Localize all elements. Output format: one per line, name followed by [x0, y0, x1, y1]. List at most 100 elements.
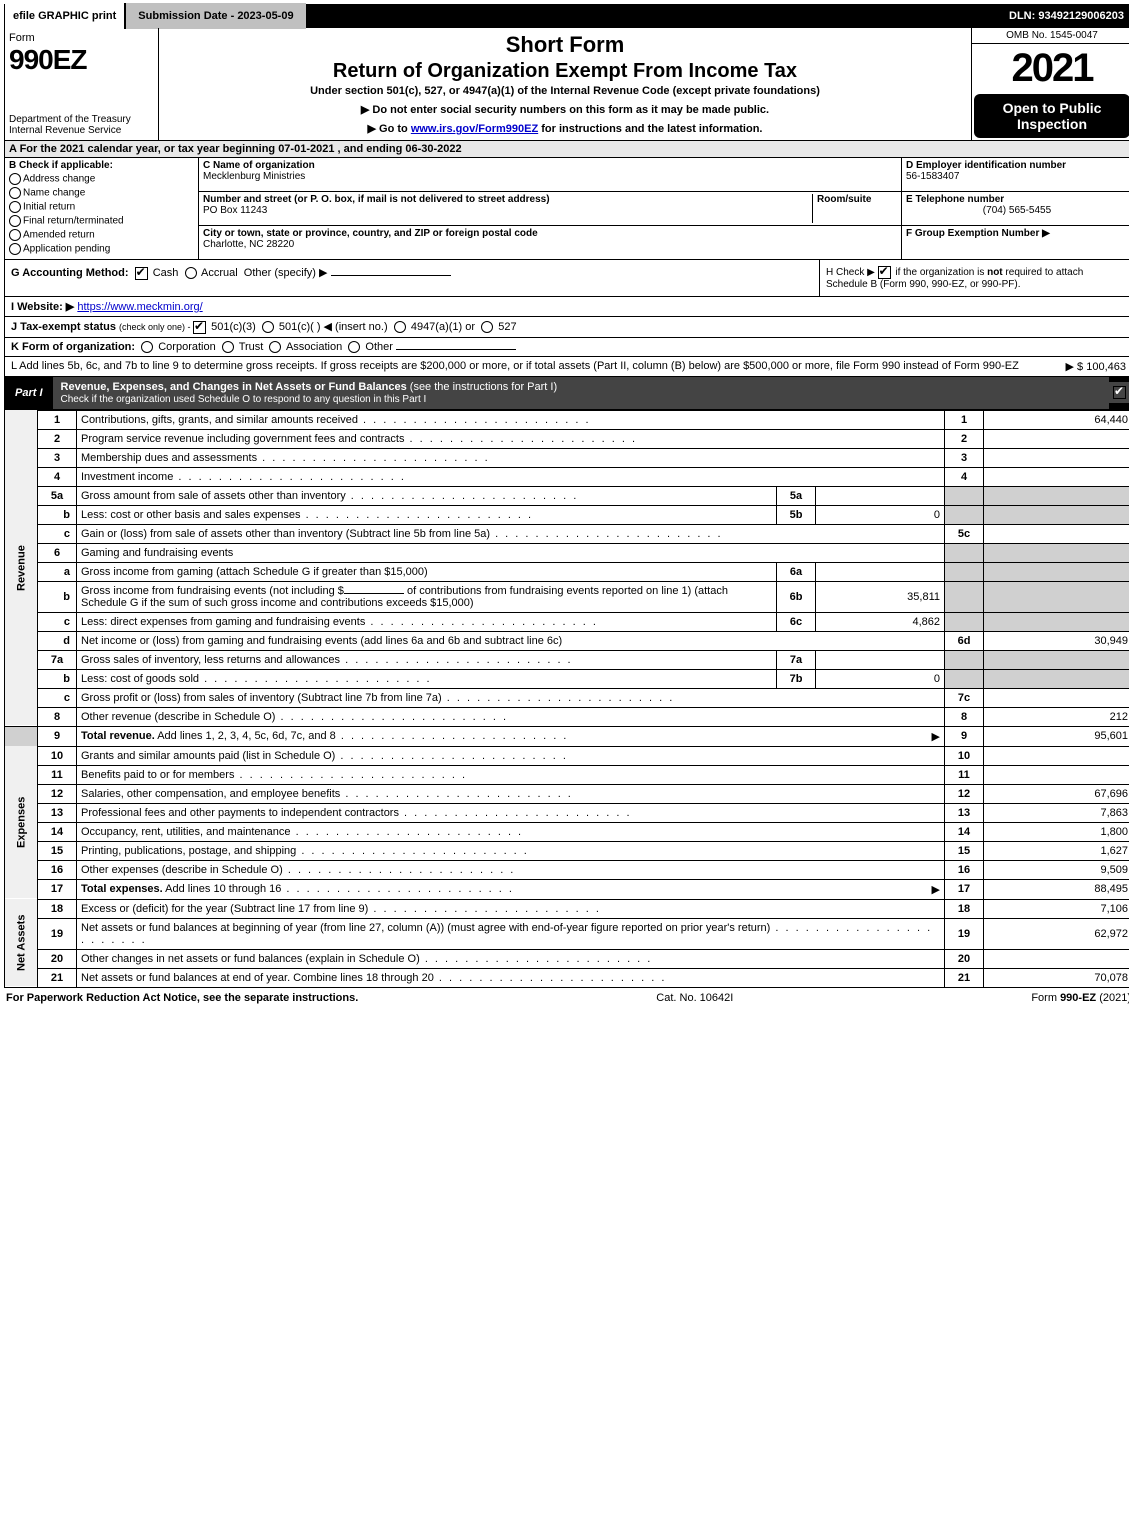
table-row: 20 Other changes in net assets or fund b…	[5, 949, 1129, 968]
header-left: Form 990EZ Department of the Treasury In…	[5, 28, 159, 140]
table-row: 12 Salaries, other compensation, and emp…	[5, 784, 1129, 803]
revenue-section-label: Revenue	[5, 410, 38, 726]
chk-527[interactable]	[481, 321, 493, 333]
part1-header: Part I Revenue, Expenses, and Changes in…	[4, 377, 1129, 410]
org-city: Charlotte, NC 28220	[203, 239, 294, 250]
chk-name-change[interactable]: Name change	[9, 187, 194, 199]
tax-year: 2021	[972, 44, 1129, 92]
short-form-title: Short Form	[506, 32, 625, 58]
j-tax-status-row: J Tax-exempt status (check only one) - 5…	[4, 317, 1129, 338]
subtitle: Under section 501(c), 527, or 4947(a)(1)…	[310, 85, 820, 97]
chk-address-change[interactable]: Address change	[9, 173, 194, 185]
row-gh: G Accounting Method: Cash Accrual Other …	[4, 260, 1129, 297]
goto-suffix: for instructions and the latest informat…	[541, 123, 762, 135]
b-header: B Check if applicable:	[9, 160, 194, 171]
table-row: 13 Professional fees and other payments …	[5, 803, 1129, 822]
chk-accrual[interactable]	[185, 267, 197, 279]
ein-value: 56-1583407	[906, 171, 959, 182]
table-row: Net Assets 18 Excess or (deficit) for th…	[5, 899, 1129, 918]
form-word: Form	[9, 32, 154, 44]
table-row: c Gain or (loss) from sale of assets oth…	[5, 524, 1129, 543]
chk-cash[interactable]	[135, 267, 148, 280]
form-header: Form 990EZ Department of the Treasury In…	[4, 28, 1129, 141]
d-ein-label: D Employer identification number	[906, 160, 1066, 171]
org-name: Mecklenburg Ministries	[203, 171, 305, 182]
submission-date: Submission Date - 2023-05-09	[124, 3, 305, 29]
chk-501c3[interactable]	[193, 321, 206, 334]
table-row: 8 Other revenue (describe in Schedule O)…	[5, 707, 1129, 726]
j-label: J Tax-exempt status	[11, 321, 116, 333]
table-row: 16 Other expenses (describe in Schedule …	[5, 860, 1129, 879]
footer-center: Cat. No. 10642I	[358, 992, 1031, 1004]
omb-number: OMB No. 1545-0047	[972, 28, 1129, 44]
g-accounting: G Accounting Method: Cash Accrual Other …	[5, 260, 819, 296]
chk-schedule-b[interactable]	[878, 266, 891, 279]
table-row: 17 Total expenses. Add lines 10 through …	[5, 879, 1129, 899]
page-footer: For Paperwork Reduction Act Notice, see …	[4, 988, 1129, 1008]
section-a-tax-year: A For the 2021 calendar year, or tax yea…	[4, 141, 1129, 158]
table-row: d Net income or (loss) from gaming and f…	[5, 631, 1129, 650]
chk-amended-return[interactable]: Amended return	[9, 229, 194, 241]
table-row: 14 Occupancy, rent, utilities, and maint…	[5, 822, 1129, 841]
chk-association[interactable]	[269, 341, 281, 353]
other-specify-field[interactable]	[331, 275, 451, 276]
table-row: a Gross income from gaming (attach Sched…	[5, 562, 1129, 581]
chk-501c[interactable]	[262, 321, 274, 333]
goto-prefix: ▶ Go to	[368, 123, 411, 135]
table-row: 21 Net assets or fund balances at end of…	[5, 968, 1129, 987]
e-phone-label: E Telephone number	[906, 194, 1004, 205]
table-row: 2 Program service revenue including gove…	[5, 429, 1129, 448]
f-group-label: F Group Exemption Number ▶	[906, 228, 1050, 239]
table-row: Revenue 1 Contributions, gifts, grants, …	[5, 410, 1129, 429]
g-label: G Accounting Method:	[11, 267, 129, 279]
phone-value: (704) 565-5455	[906, 205, 1128, 216]
chk-trust[interactable]	[222, 341, 234, 353]
c-street-label: Number and street (or P. O. box, if mail…	[203, 194, 550, 205]
dln-number: DLN: 93492129006203	[1009, 10, 1129, 22]
info-grid: B Check if applicable: Address change Na…	[4, 158, 1129, 260]
form-number: 990EZ	[9, 44, 154, 76]
irs-link[interactable]: www.irs.gov/Form990EZ	[411, 123, 538, 135]
section-b-checkboxes: B Check if applicable: Address change Na…	[5, 158, 199, 259]
chk-other-org[interactable]	[348, 341, 360, 353]
i-label: I Website: ▶	[11, 301, 74, 313]
table-row: 15 Printing, publications, postage, and …	[5, 841, 1129, 860]
table-row: 11 Benefits paid to or for members 11	[5, 765, 1129, 784]
footer-right: Form 990-EZ (2021)	[1031, 992, 1129, 1004]
l-gross-receipts-row: L Add lines 5b, 6c, and 7b to line 9 to …	[4, 357, 1129, 377]
c-name-label: C Name of organization	[203, 160, 315, 171]
footer-left: For Paperwork Reduction Act Notice, see …	[6, 992, 358, 1004]
table-row: Expenses 10 Grants and similar amounts p…	[5, 746, 1129, 765]
section-c-org-info: C Name of organization Mecklenburg Minis…	[199, 158, 901, 259]
header-center: Short Form Return of Organization Exempt…	[159, 28, 971, 140]
l-amount: ▶ $ 100,463	[1066, 360, 1126, 373]
chk-application-pending[interactable]: Application pending	[9, 243, 194, 255]
part1-schedule-o-check[interactable]	[1109, 382, 1129, 403]
table-row: b Less: cost or other basis and sales ex…	[5, 505, 1129, 524]
open-to-public-badge: Open to Public Inspection	[974, 94, 1129, 138]
chk-corporation[interactable]	[141, 341, 153, 353]
chk-initial-return[interactable]: Initial return	[9, 201, 194, 213]
table-row: 6 Gaming and fundraising events	[5, 543, 1129, 562]
table-row: 9 Total revenue. Add lines 1, 2, 3, 4, 5…	[5, 726, 1129, 746]
h-schedule-b: H Check ▶ if the organization is not req…	[819, 260, 1129, 296]
c-room-label: Room/suite	[817, 194, 871, 205]
table-row: 19 Net assets or fund balances at beginn…	[5, 918, 1129, 949]
efile-print-label[interactable]: efile GRAPHIC print	[5, 3, 124, 29]
section-def: D Employer identification number 56-1583…	[901, 158, 1129, 259]
k-label: K Form of organization:	[11, 341, 135, 353]
table-row: 7a Gross sales of inventory, less return…	[5, 650, 1129, 669]
l-text: L Add lines 5b, 6c, and 7b to line 9 to …	[11, 360, 1066, 373]
main-title: Return of Organization Exempt From Incom…	[333, 60, 797, 83]
table-row: c Gross profit or (loss) from sales of i…	[5, 688, 1129, 707]
table-row: b Less: cost of goods sold 7b 0	[5, 669, 1129, 688]
other-org-field[interactable]	[396, 349, 516, 350]
chk-final-return[interactable]: Final return/terminated	[9, 215, 194, 227]
website-link[interactable]: https://www.meckmin.org/	[77, 301, 202, 313]
department-label: Department of the Treasury Internal Reve…	[9, 114, 154, 136]
table-row: 5a Gross amount from sale of assets othe…	[5, 486, 1129, 505]
part1-title: Revenue, Expenses, and Changes in Net As…	[53, 377, 1109, 409]
chk-4947a1[interactable]	[394, 321, 406, 333]
header-right: OMB No. 1545-0047 2021 Open to Public In…	[971, 28, 1129, 140]
no-ssn-notice: ▶ Do not enter social security numbers o…	[361, 103, 769, 116]
